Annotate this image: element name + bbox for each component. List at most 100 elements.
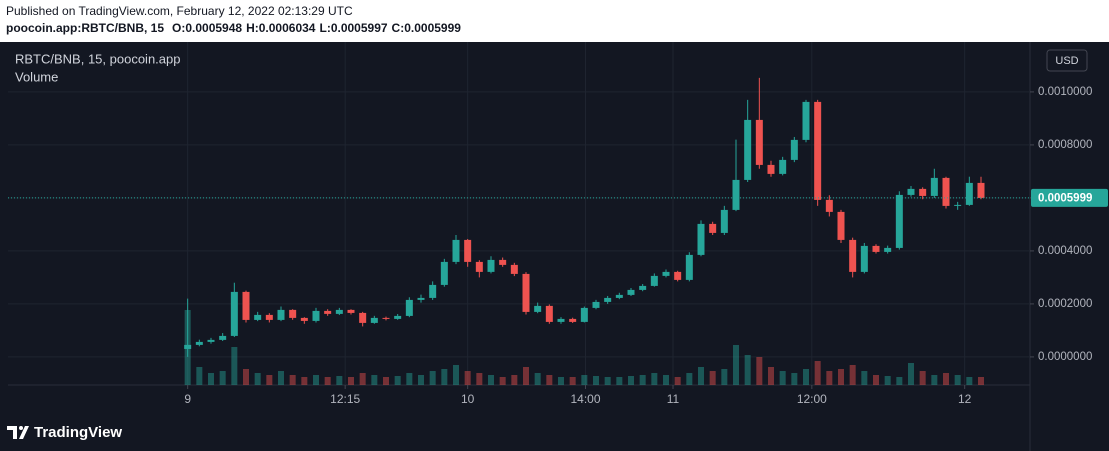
candle-body [977, 182, 985, 198]
volume-bar [558, 377, 564, 385]
volume-bar [336, 376, 343, 385]
candle-body [230, 291, 238, 336]
candle-body [510, 264, 518, 274]
volume-bar [978, 377, 984, 385]
x-tick-label: 12:00 [797, 392, 827, 406]
volume-bar [686, 373, 693, 385]
candle-body [954, 204, 962, 206]
candle-body [802, 101, 810, 140]
candle-body [709, 223, 717, 233]
volume-bar [639, 375, 646, 385]
volume-bar [628, 376, 634, 385]
candle-body [744, 119, 752, 180]
volume-bar [231, 347, 238, 385]
candle-body [965, 182, 973, 205]
volume-bar [744, 355, 751, 385]
candle-body [394, 315, 402, 319]
candle-body [697, 223, 705, 255]
grid [8, 42, 1030, 385]
volume-bar [511, 375, 518, 385]
candle-body [592, 301, 600, 308]
volume-bar [254, 373, 261, 385]
candle-body [545, 305, 553, 322]
candle-body [825, 199, 833, 212]
candle-body [195, 341, 203, 345]
x-tick-label: 11 [667, 392, 680, 406]
volume-bar [768, 367, 774, 385]
candle-body [884, 247, 892, 252]
x-tick-label: 12:15 [330, 392, 360, 406]
symbol: poocoin.app:RBTC/BNB, 15 [6, 21, 164, 35]
candle-body [849, 239, 857, 272]
x-tick-label: 14:00 [570, 392, 600, 406]
candle-body [895, 194, 903, 248]
volume-bar [931, 375, 938, 385]
volume-bar [569, 377, 576, 385]
chart-background [0, 42, 1109, 451]
volume-bar [919, 371, 926, 385]
last-price-label: 0.0005999 [1038, 192, 1092, 204]
candle-body [779, 159, 787, 174]
candle-body [907, 188, 915, 195]
candle-body [604, 297, 612, 302]
candle-body [674, 271, 682, 280]
volume-bar [219, 371, 226, 385]
brand-logo [7, 426, 29, 439]
candle-body [942, 177, 950, 206]
volume-bar [208, 373, 214, 385]
volume-bar [441, 369, 448, 385]
candle-body [475, 261, 483, 272]
ohlc-value: 0.0005948 [185, 21, 242, 35]
ohlc-value: 0.0006034 [259, 21, 316, 35]
candle-body [254, 314, 262, 320]
candle-body [370, 317, 378, 323]
volume-bar [896, 377, 903, 385]
candle-body [452, 239, 460, 262]
volume-bar [791, 373, 798, 385]
volume-bar [779, 371, 786, 385]
volume-bar [721, 369, 728, 385]
candle-body [930, 177, 938, 196]
currency-button[interactable] [1046, 49, 1088, 72]
volume-bar [698, 367, 704, 385]
candle-body [790, 139, 798, 160]
candle-body [359, 312, 367, 323]
volume-bar [418, 375, 424, 385]
volume-bar [313, 375, 319, 385]
volume-bar [884, 376, 891, 385]
volume-bar [733, 345, 739, 385]
volume-bar [324, 377, 331, 385]
volume-bar [371, 375, 378, 385]
y-tick-label: 0.0004000 [1038, 245, 1092, 257]
candle-body [417, 297, 425, 300]
volume-bar [826, 371, 833, 385]
y-tick-label: 0.0008000 [1038, 139, 1092, 151]
candle-body [534, 305, 542, 312]
volume-bar [814, 361, 821, 385]
x-tick-label: 9 [184, 392, 191, 406]
volume-bar [429, 371, 436, 385]
legend-title: RBTC/BNB, 15, poocoin.app [15, 51, 180, 66]
currency-button-label[interactable]: USD [1055, 55, 1078, 67]
volume-bar [406, 373, 413, 385]
brand-icon-dot [19, 426, 23, 430]
candle-body [732, 179, 740, 210]
candle-body [324, 310, 332, 314]
volume-bar [663, 375, 669, 385]
candle-body [277, 309, 285, 320]
candle-body [487, 259, 495, 272]
volume-label: Volume [15, 69, 58, 84]
candle-body [860, 245, 868, 272]
candle-body [289, 309, 297, 318]
volume-bar [499, 377, 506, 385]
ohlc-header: poocoin.app:RBTC/BNB, 15 O: 0.0005948 H: 0.… [6, 21, 461, 35]
candle-body [499, 259, 507, 265]
ohlc-label: L: [319, 21, 330, 35]
volume-bar [674, 377, 681, 385]
volume-bar [581, 375, 588, 385]
candle-body [300, 317, 308, 321]
candle-body [382, 317, 390, 319]
y-tick-label: 0.0000000 [1038, 351, 1092, 363]
candle-body [522, 273, 530, 312]
